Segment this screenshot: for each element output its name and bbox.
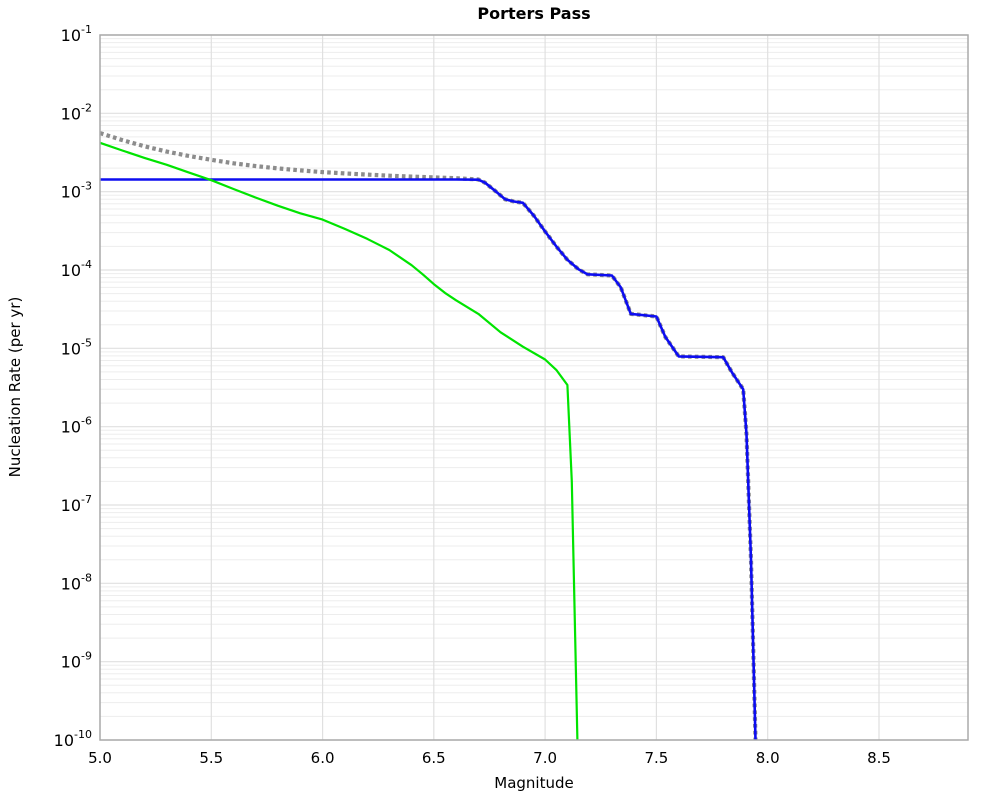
y-tick-label: 10-7 [61, 493, 92, 515]
y-tick-label: 10-6 [61, 415, 92, 437]
plot-area [100, 35, 968, 740]
y-tick-label: 10-10 [54, 728, 92, 750]
x-tick-label: 8.5 [867, 749, 891, 767]
series-solution-mfd-solid-blue-line [100, 178, 757, 741]
x-tick-label: 5.0 [88, 749, 112, 767]
x-tick-label: 7.0 [533, 749, 557, 767]
y-axis-label-text: Nucleation Rate (per yr) [6, 296, 24, 478]
x-tick-label: 8.0 [756, 749, 780, 767]
y-tick-label: 10-5 [61, 336, 92, 358]
x-tick-label: 7.5 [644, 749, 668, 767]
y-tick-label: 10-9 [61, 650, 92, 672]
y-tick-label: 10-4 [61, 258, 92, 280]
y-tick-label: 10-1 [61, 23, 92, 45]
series-comparison-mfd-solid-green-line [99, 141, 579, 741]
x-axis-label: Magnitude [494, 774, 574, 792]
x-tick-label: 6.0 [311, 749, 335, 767]
chart-title: Porters Pass [477, 4, 591, 23]
y-tick-label: 10-2 [61, 101, 92, 123]
x-tick-label: 5.5 [199, 749, 223, 767]
x-tick-label: 6.5 [422, 749, 446, 767]
y-tick-label: 10-8 [61, 571, 92, 593]
plot-border [99, 34, 969, 741]
y-tick-label: 10-3 [61, 180, 92, 202]
